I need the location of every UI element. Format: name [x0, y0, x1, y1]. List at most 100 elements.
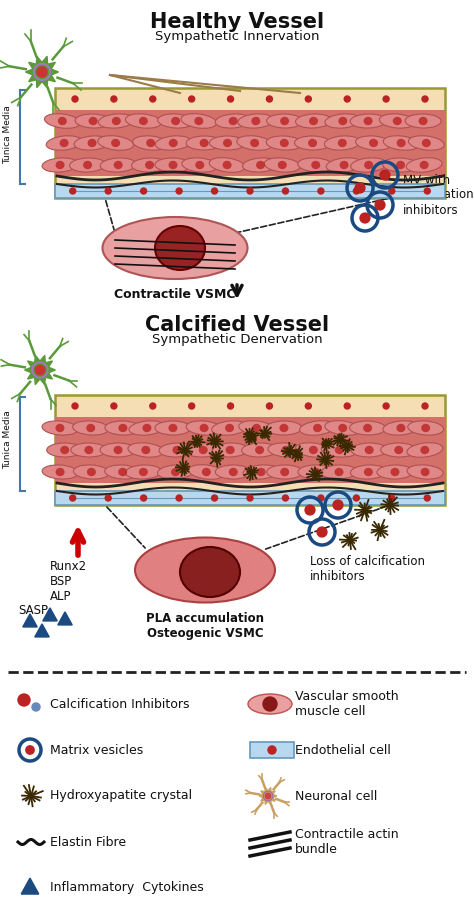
Circle shape [283, 495, 289, 501]
Ellipse shape [171, 117, 180, 125]
Ellipse shape [420, 468, 429, 477]
Ellipse shape [383, 421, 419, 435]
Ellipse shape [278, 160, 287, 169]
Ellipse shape [338, 423, 347, 432]
Ellipse shape [114, 160, 123, 169]
Circle shape [333, 500, 343, 510]
Ellipse shape [146, 139, 155, 147]
Ellipse shape [155, 226, 205, 270]
Circle shape [375, 200, 385, 210]
Ellipse shape [256, 468, 265, 477]
Ellipse shape [111, 139, 120, 147]
Ellipse shape [145, 160, 154, 169]
Circle shape [422, 96, 428, 102]
Ellipse shape [309, 117, 318, 125]
Ellipse shape [239, 421, 274, 435]
Circle shape [189, 403, 195, 409]
Circle shape [247, 495, 253, 501]
Ellipse shape [282, 446, 291, 454]
Bar [55, 184, 445, 198]
Ellipse shape [42, 465, 78, 479]
Circle shape [264, 791, 273, 800]
Circle shape [35, 365, 45, 375]
Ellipse shape [169, 160, 178, 169]
Ellipse shape [335, 446, 344, 454]
Polygon shape [58, 612, 72, 625]
Circle shape [360, 213, 370, 223]
Ellipse shape [171, 468, 180, 477]
Ellipse shape [396, 160, 405, 169]
Circle shape [383, 96, 389, 102]
Ellipse shape [356, 136, 392, 150]
Bar [250, 742, 294, 758]
Ellipse shape [243, 158, 279, 172]
Ellipse shape [105, 421, 141, 435]
Ellipse shape [250, 139, 259, 147]
Ellipse shape [338, 139, 347, 147]
Circle shape [18, 694, 30, 706]
Ellipse shape [351, 443, 387, 457]
Circle shape [317, 527, 327, 537]
Ellipse shape [408, 421, 444, 435]
Ellipse shape [42, 421, 78, 435]
Circle shape [344, 96, 350, 102]
Circle shape [72, 403, 78, 409]
Ellipse shape [266, 421, 302, 435]
Ellipse shape [45, 114, 80, 128]
Ellipse shape [100, 443, 136, 457]
Circle shape [305, 505, 315, 515]
Ellipse shape [189, 465, 224, 479]
Text: Neuronal cell: Neuronal cell [295, 789, 377, 803]
Ellipse shape [223, 160, 232, 169]
Ellipse shape [195, 160, 204, 169]
Ellipse shape [326, 158, 362, 172]
Circle shape [211, 495, 218, 501]
Ellipse shape [84, 446, 93, 454]
Ellipse shape [186, 421, 222, 435]
Ellipse shape [125, 465, 161, 479]
Ellipse shape [279, 423, 288, 432]
Ellipse shape [229, 468, 238, 477]
Circle shape [150, 96, 156, 102]
Ellipse shape [321, 443, 357, 457]
Ellipse shape [55, 160, 64, 169]
Circle shape [32, 703, 40, 711]
Circle shape [344, 403, 350, 409]
Text: SASP: SASP [18, 604, 48, 617]
Ellipse shape [215, 114, 251, 128]
Polygon shape [26, 56, 58, 87]
Ellipse shape [379, 114, 415, 128]
Polygon shape [35, 623, 49, 637]
Ellipse shape [60, 139, 69, 147]
Ellipse shape [308, 139, 317, 147]
Ellipse shape [251, 117, 260, 125]
Circle shape [422, 403, 428, 409]
Text: Vascular smooth
muscle cell: Vascular smooth muscle cell [295, 690, 399, 718]
Ellipse shape [325, 114, 361, 128]
Ellipse shape [200, 423, 209, 432]
Ellipse shape [210, 136, 246, 150]
Circle shape [228, 403, 234, 409]
Circle shape [380, 170, 390, 180]
Ellipse shape [422, 139, 431, 147]
Ellipse shape [83, 160, 92, 169]
Circle shape [266, 403, 273, 409]
Ellipse shape [58, 117, 67, 125]
Ellipse shape [383, 158, 419, 172]
Polygon shape [23, 614, 37, 627]
Ellipse shape [46, 136, 82, 150]
Polygon shape [21, 878, 39, 894]
Circle shape [383, 403, 389, 409]
Circle shape [34, 364, 46, 376]
Ellipse shape [155, 136, 191, 150]
Circle shape [105, 495, 111, 501]
Ellipse shape [420, 446, 429, 454]
Ellipse shape [339, 160, 348, 169]
Circle shape [70, 495, 76, 501]
Circle shape [265, 793, 271, 798]
Ellipse shape [139, 117, 148, 125]
Text: Sympathetic Innervation: Sympathetic Innervation [155, 30, 319, 43]
Ellipse shape [157, 465, 193, 479]
Ellipse shape [396, 423, 405, 432]
Circle shape [353, 495, 359, 501]
